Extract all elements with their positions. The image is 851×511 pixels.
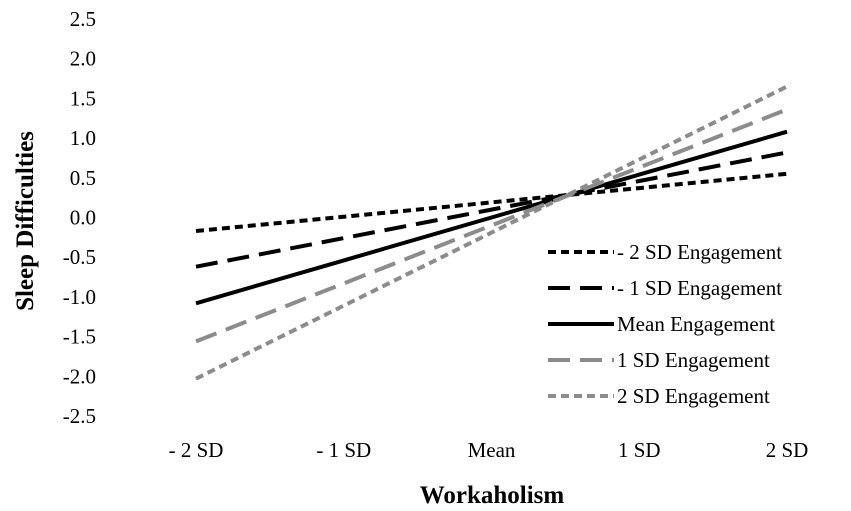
y-axis-title: Sleep Difficulties: [12, 131, 39, 311]
x-tick-label: 2 SD: [766, 438, 809, 462]
legend-label: 2 SD Engagement: [617, 384, 770, 408]
y-tick-label: 0.5: [70, 166, 96, 190]
y-tick-label: -2.5: [63, 404, 96, 428]
y-tick-label: -2.0: [63, 364, 96, 388]
y-tick-label: 1.5: [70, 86, 96, 110]
x-tick-label: 1 SD: [618, 438, 661, 462]
series-line-4: [196, 110, 787, 342]
legend-label: 1 SD Engagement: [617, 348, 770, 372]
y-tick-label: 0.0: [70, 206, 96, 230]
legend-label: Mean Engagement: [617, 312, 775, 336]
y-tick-label: -0.5: [63, 245, 96, 269]
legend-label: - 2 SD Engagement: [617, 240, 782, 264]
y-tick-label: -1.5: [63, 325, 96, 349]
y-axis-ticks: 2.5 2.0 1.5 1.0 0.5 0.0 -0.5 -1.0 -1.5 -2.0 -2.5: [63, 7, 96, 428]
x-axis-ticks: - 2 SD - 1 SD Mean 1 SD 2 SD: [169, 438, 809, 462]
x-tick-label: Mean: [468, 438, 516, 462]
x-axis-title: Workaholism: [420, 482, 565, 509]
y-tick-label: 2.0: [70, 47, 96, 71]
series-line-1: [196, 174, 787, 231]
y-tick-label: -1.0: [63, 285, 96, 309]
x-tick-label: - 2 SD: [169, 438, 224, 462]
y-tick-label: 1.0: [70, 126, 96, 150]
legend-label: - 1 SD Engagement: [617, 276, 782, 300]
legend: - 2 SD Engagement - 1 SD Engagement Mean E…: [548, 240, 782, 408]
x-tick-label: - 1 SD: [316, 438, 371, 462]
y-tick-label: 2.5: [70, 7, 96, 31]
